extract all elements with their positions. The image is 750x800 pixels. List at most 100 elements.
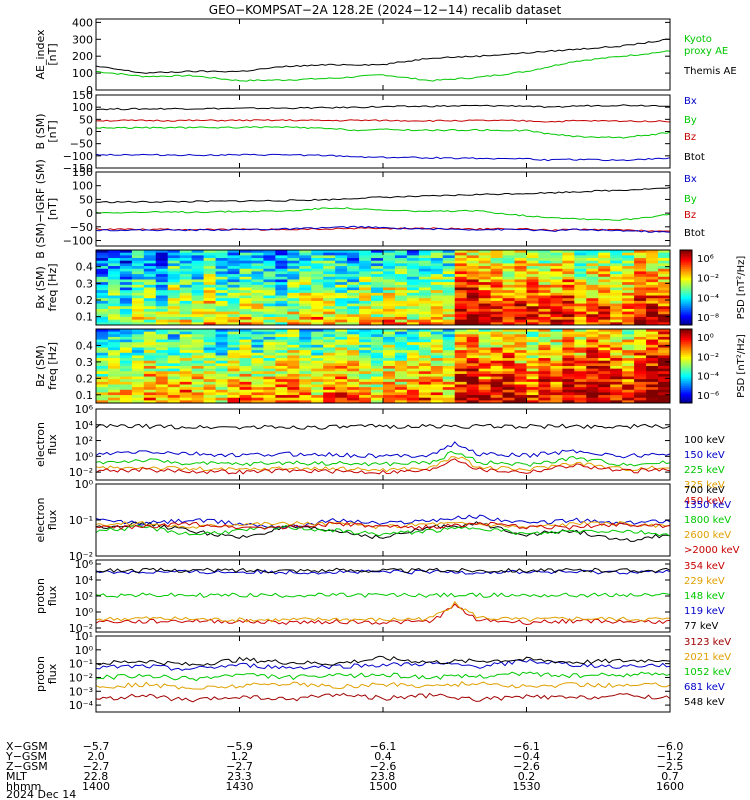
heatmap-cell [514,260,527,264]
heatmap-cell [371,347,384,351]
y-tick-label: 0.1 [76,389,94,402]
heatmap-cell [323,352,336,356]
heatmap-cell [275,311,288,315]
heatmap-cell [215,308,229,313]
heatmap-cell [335,366,348,370]
heatmap-cell [430,298,444,302]
heatmap-cell [478,397,492,401]
legend-entry: 148 keV [684,591,725,602]
heatmap-cell [119,255,133,259]
heatmap-cell [502,350,516,354]
heatmap-cell [191,371,205,375]
heatmap-cell [155,387,169,391]
heatmap-cell [323,355,336,359]
heatmap-cell [514,258,527,262]
legend-entry: Btot [684,228,705,239]
heatmap-cell [96,284,109,288]
heatmap-cell [359,258,372,262]
colorbar-swatch [680,287,692,290]
colorbar-swatch [680,378,692,382]
heatmap-cell [299,371,312,375]
heatmap-cell [263,392,276,396]
heatmap-cell [335,397,348,401]
heatmap-cell [131,358,145,362]
heatmap-cell [167,347,181,351]
heatmap-cell [311,352,324,356]
heatmap-cell [586,360,599,364]
heatmap-cell [287,384,300,388]
heatmap-cell [359,397,372,401]
series-line--2000-kev [95,521,671,530]
heatmap-cell [418,376,432,380]
legend-entry: 100 keV [684,435,725,446]
heatmap-cell [335,316,348,321]
heatmap-cell [646,290,659,294]
heatmap-cell [143,290,157,294]
heatmap-cell [586,300,599,305]
heatmap-cell [478,252,492,256]
heatmap-cell [526,274,539,278]
heatmap-cell [406,258,420,262]
heatmap-cell [323,290,336,294]
heatmap-cell [96,368,109,372]
heatmap-cell [394,290,408,294]
heatmap-cell [514,250,527,254]
heatmap-cell [96,355,109,359]
heatmap-cell [203,322,217,326]
heatmap-cell [119,274,133,278]
heatmap-cell [442,368,456,372]
heatmap-cell [287,397,300,401]
heatmap-cell [466,306,480,310]
heatmap-cell [96,290,109,294]
heatmap-cell [215,360,229,364]
heatmap-cell [263,363,276,367]
heatmap-cell [155,355,169,359]
heatmap-cell [335,371,348,375]
heatmap-cell [514,311,527,315]
heatmap-cell [538,282,551,286]
heatmap-cell [574,319,587,323]
heatmap-cell [574,342,587,346]
heatmap-cell [538,392,551,396]
heatmap-cell [131,255,145,259]
heatmap-cell [323,274,336,278]
heatmap-cell [442,376,456,380]
heatmap-cell [335,258,348,262]
heatmap-cell [371,287,384,291]
heatmap-cell [478,344,492,348]
heatmap-cell [454,276,468,280]
heatmap-cell [371,311,384,315]
heatmap-cell [383,363,396,367]
heatmap-cell [347,263,360,267]
colorbar-swatch [680,386,692,389]
heatmap-cell [323,295,336,299]
heatmap-cell [119,319,133,323]
heatmap-cell [490,371,504,375]
heatmap-cell [215,300,229,305]
heatmap-cell [514,384,527,388]
heatmap-cell [143,371,157,375]
heatmap-cell [251,400,264,404]
heatmap-cell [598,352,611,356]
heatmap-cell [107,255,121,259]
heatmap-cell [347,368,360,372]
heatmap-cell [323,258,336,262]
heatmap-cell [227,298,240,302]
heatmap-cell [538,368,551,372]
heatmap-cell [143,319,157,323]
heatmap-cell [191,255,205,259]
heatmap-cell [634,268,647,272]
heatmap-cell [263,342,276,346]
heatmap-cell [646,400,659,404]
heatmap-cell [287,279,300,283]
legend-entry: 77 keV [684,621,718,632]
heatmap-cell [658,347,671,351]
heatmap-cell [215,371,229,375]
heatmap-cell [454,252,468,256]
heatmap-cell [383,329,396,333]
heatmap-cell [610,255,623,259]
heatmap-cell [490,252,504,256]
heatmap-cell [490,268,504,272]
heatmap-cell [359,360,372,364]
heatmap-cell [454,371,468,375]
